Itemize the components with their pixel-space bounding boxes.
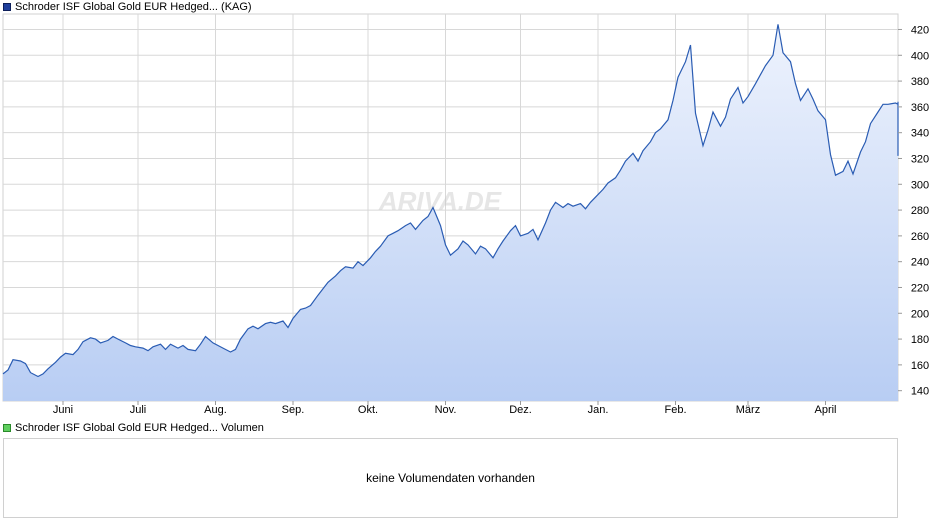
no-volume-message: keine Volumendaten vorhanden bbox=[366, 471, 535, 485]
price-area bbox=[3, 24, 898, 402]
volume-panel: keine Volumendaten vorhanden bbox=[3, 438, 898, 518]
y-tick-label: 360 bbox=[911, 102, 929, 114]
x-tick-label: Nov. bbox=[435, 404, 457, 416]
y-tick-label: 200 bbox=[911, 308, 929, 320]
y-tick-label: 260 bbox=[911, 231, 929, 243]
x-tick-label: April bbox=[814, 404, 836, 416]
x-tick-label: März bbox=[736, 404, 760, 416]
y-tick-label: 240 bbox=[911, 257, 929, 269]
y-tick-label: 140 bbox=[911, 386, 929, 398]
y-tick-label: 420 bbox=[911, 24, 929, 36]
x-tick-label: Juni bbox=[53, 404, 73, 416]
x-tick-label: Dez. bbox=[509, 404, 532, 416]
y-tick-label: 180 bbox=[911, 334, 929, 346]
x-tick-label: Okt. bbox=[358, 404, 378, 416]
y-tick-label: 380 bbox=[911, 76, 929, 88]
x-tick-label: Jan. bbox=[588, 404, 609, 416]
price-legend-swatch bbox=[3, 3, 11, 11]
price-line bbox=[2, 24, 899, 378]
x-tick-label: Feb. bbox=[664, 404, 686, 416]
y-tick-label: 160 bbox=[911, 360, 929, 372]
y-tick-label: 220 bbox=[911, 282, 929, 294]
y-tick-label: 400 bbox=[911, 50, 929, 62]
x-tick-label: Aug. bbox=[204, 404, 227, 416]
y-tick-label: 320 bbox=[911, 153, 929, 165]
y-tick-label: 300 bbox=[911, 179, 929, 191]
price-legend-label: Schroder ISF Global Gold EUR Hedged... (… bbox=[15, 1, 252, 13]
x-tick-label: Juli bbox=[130, 404, 147, 416]
price-chart: ARIVA.DE 140 160 180 200 220 240 260 280 300 320 3… bbox=[2, 13, 929, 416]
y-tick-label: 280 bbox=[911, 205, 929, 217]
x-tick-label: Sep. bbox=[282, 404, 305, 416]
volume-legend-label: Schroder ISF Global Gold EUR Hedged... V… bbox=[15, 422, 264, 434]
volume-legend-swatch bbox=[3, 424, 11, 432]
x-axis: Juni Juli Aug. Sep. Okt. Nov. Dez. Jan. Feb. März… bbox=[53, 401, 837, 416]
price-legend: Schroder ISF Global Gold EUR Hedged... (… bbox=[3, 0, 252, 14]
watermark: ARIVA.DE bbox=[378, 186, 502, 216]
y-axis: 140 160 180 200 220 240 260 280 300 320 340 360 380 4… bbox=[898, 24, 929, 398]
volume-legend: Schroder ISF Global Gold EUR Hedged... V… bbox=[3, 421, 264, 435]
y-tick-label: 340 bbox=[911, 128, 929, 140]
